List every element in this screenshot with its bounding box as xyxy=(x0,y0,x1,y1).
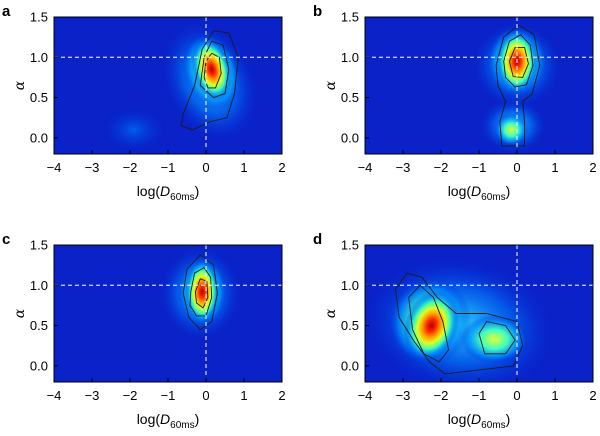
y-axis-label: α xyxy=(323,80,339,90)
y-tick-label: 0.0 xyxy=(341,358,359,373)
x-tick-label: 1 xyxy=(551,160,558,175)
y-tick-label: 0.0 xyxy=(30,130,48,145)
x-tick-label: −3 xyxy=(396,388,411,403)
x-tick-label: 2 xyxy=(589,388,596,403)
y-tick-label: 1.5 xyxy=(341,238,359,253)
y-tick-label: 0.5 xyxy=(341,318,359,333)
y-axis-label: α xyxy=(12,80,28,90)
x-tick-label: 0 xyxy=(513,388,520,403)
panel-letter: a xyxy=(2,3,11,20)
x-tick-label: −4 xyxy=(358,160,373,175)
x-tick-label: −2 xyxy=(123,388,138,403)
y-tick-label: 1.5 xyxy=(341,10,359,25)
density-blob xyxy=(460,315,529,364)
density-blob xyxy=(403,290,460,361)
panel-d: −4 −3 −2 −1 0 1 2 0.0 0.5 1.0 1.5 d log(D60ms) α xyxy=(313,231,597,431)
x-tick-label: 0 xyxy=(202,160,209,175)
heatmap-body xyxy=(365,245,593,382)
x-tick-label: −1 xyxy=(161,388,176,403)
x-tick-label: −4 xyxy=(358,388,373,403)
x-tick-label: −1 xyxy=(472,160,487,175)
x-tick-label: −3 xyxy=(85,160,100,175)
y-tick-label: 1.0 xyxy=(341,278,359,293)
density-contour xyxy=(495,24,541,147)
x-tick-label: −1 xyxy=(161,160,176,175)
y-tick-label: 0.5 xyxy=(341,90,359,105)
x-tick-label: 2 xyxy=(589,160,596,175)
y-axis-label: α xyxy=(323,308,339,318)
density-contour xyxy=(203,52,222,89)
x-axis-label: log(D60ms) xyxy=(448,411,511,431)
density-contour xyxy=(180,30,239,131)
x-tick-label: −1 xyxy=(472,388,487,403)
x-tick-label: 1 xyxy=(240,160,247,175)
y-axis-label: α xyxy=(12,308,28,318)
x-tick-label: −2 xyxy=(123,160,138,175)
panel-letter: d xyxy=(313,231,322,248)
x-tick-label: 1 xyxy=(551,388,558,403)
x-tick-label: 2 xyxy=(278,160,285,175)
x-tick-label: 0 xyxy=(513,160,520,175)
density-contour xyxy=(478,321,516,355)
y-tick-label: 1.0 xyxy=(30,278,48,293)
heatmap-body xyxy=(54,17,282,154)
heatmap-body xyxy=(365,17,593,154)
x-axis-label: log(D60ms) xyxy=(137,183,200,203)
x-tick-label: −3 xyxy=(396,160,411,175)
panel-a: −4 −3 −2 −1 0 1 2 0.0 0.5 1.0 1.5 a log(D60ms) α xyxy=(2,3,286,203)
x-axis-label: log(D60ms) xyxy=(448,183,511,203)
x-tick-label: 0 xyxy=(202,388,209,403)
x-tick-label: 1 xyxy=(240,388,247,403)
density-contour xyxy=(503,34,534,88)
density-blob xyxy=(99,105,168,154)
density-blob xyxy=(494,113,529,146)
x-tick-label: −3 xyxy=(85,388,100,403)
y-tick-label: 0.0 xyxy=(30,358,48,373)
density-contour xyxy=(508,47,529,78)
x-tick-label: −4 xyxy=(47,160,62,175)
x-tick-label: −4 xyxy=(47,388,62,403)
x-tick-label: −2 xyxy=(434,388,449,403)
y-tick-label: 1.5 xyxy=(30,10,48,25)
panel-b: −4 −3 −2 −1 0 1 2 0.0 0.5 1.0 1.5 b log(D60ms) α xyxy=(313,3,597,203)
panel-letter: b xyxy=(313,3,322,20)
x-tick-label: −2 xyxy=(434,160,449,175)
x-tick-label: 2 xyxy=(278,388,285,403)
y-tick-label: 1.0 xyxy=(341,50,359,65)
y-tick-label: 0.0 xyxy=(341,130,359,145)
x-axis-label: log(D60ms) xyxy=(137,411,200,431)
density-contour xyxy=(408,284,450,363)
panel-c: −4 −3 −2 −1 0 1 2 0.0 0.5 1.0 1.5 c log(D60ms) α xyxy=(2,231,286,431)
y-tick-label: 1.0 xyxy=(30,50,48,65)
density-contour xyxy=(194,278,209,309)
y-tick-label: 0.5 xyxy=(30,318,48,333)
panel-letter: c xyxy=(2,231,10,248)
density-contour xyxy=(182,254,218,331)
density-contour xyxy=(394,272,524,375)
density-contour xyxy=(189,267,213,317)
y-tick-label: 1.5 xyxy=(30,238,48,253)
heatmap-body xyxy=(54,245,282,382)
y-tick-label: 0.5 xyxy=(30,90,48,105)
